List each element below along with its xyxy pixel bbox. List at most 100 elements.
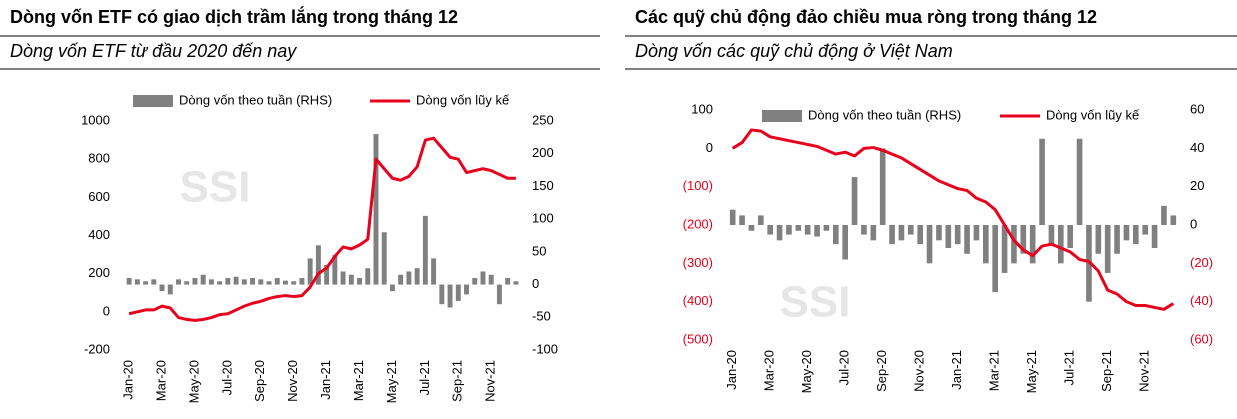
bar [200, 274, 206, 285]
legend-label: Dòng vốn theo tuần (RHS) [179, 92, 332, 107]
y2ticks-label: 250 [532, 112, 554, 127]
yticks-label: 0 [103, 303, 110, 318]
yticks-label: 100 [691, 101, 713, 116]
yticks-label: (400) [683, 293, 713, 308]
x-tick-label: Mar-20 [153, 360, 168, 401]
bar [870, 225, 877, 241]
x-tick-label: Nov-20 [912, 350, 927, 392]
bar [1067, 225, 1073, 248]
chart-subtitle: Dòng vốn ETF từ đầu 2020 đến nay [10, 41, 297, 61]
bar [505, 278, 511, 285]
bar [879, 148, 886, 225]
bar [167, 284, 173, 295]
y2ticks-label: 0 [532, 276, 539, 291]
watermark: SSI [780, 278, 851, 327]
x-tick-label: May-21 [384, 360, 399, 403]
y2ticks-label: 50 [532, 243, 546, 258]
chart-title: Dòng vốn ETF có giao dịch trầm lắng tron… [10, 6, 458, 27]
yticks-label: 200 [88, 265, 110, 280]
bar [1142, 225, 1148, 235]
x-tick-label: Jan-20 [724, 350, 739, 390]
chart-subtitle: Dòng vốn các quỹ chủ động ở Việt Nam [635, 41, 953, 61]
bar [823, 225, 830, 231]
bar [291, 281, 297, 285]
yticks-label: (500) [683, 331, 713, 346]
bar [307, 258, 313, 285]
bar [274, 278, 280, 285]
x-tick-label: Jul-20 [837, 350, 852, 385]
x-tick-label: Jul-20 [219, 360, 234, 395]
bar [192, 278, 198, 285]
bar [315, 245, 321, 285]
bar [908, 225, 914, 235]
x-tick-label: Sep-21 [450, 360, 465, 402]
bar [266, 281, 272, 285]
bar [389, 284, 395, 292]
yticks-label: 400 [88, 227, 110, 242]
yticks-label: (300) [683, 255, 713, 270]
bar [917, 225, 923, 245]
y2ticks-label: 40 [1190, 140, 1204, 155]
y2ticks-label: -100 [532, 341, 558, 356]
bar [954, 225, 961, 245]
bar [767, 225, 773, 235]
bar [1058, 225, 1064, 264]
bar [1011, 225, 1017, 264]
watermark: SSI [180, 163, 251, 212]
bar [1133, 225, 1139, 245]
bar [496, 284, 502, 305]
x-tick-label: Jan-21 [949, 350, 964, 390]
yticks-label: (200) [683, 216, 713, 231]
bar [184, 281, 190, 285]
bar [332, 255, 338, 285]
x-tick-label: May-20 [186, 360, 201, 403]
bar [464, 284, 469, 295]
bar [472, 278, 478, 285]
bar [1029, 225, 1036, 264]
bar [208, 279, 214, 285]
yticks-label: 0 [706, 140, 713, 155]
x-tick-label: Jul-21 [1062, 350, 1077, 385]
yticks-label: 1000 [81, 112, 110, 127]
bar [488, 274, 494, 285]
bar [373, 134, 379, 285]
bar [842, 225, 848, 260]
bar [439, 284, 445, 305]
bar [134, 279, 140, 285]
bar [365, 268, 371, 285]
bar [1048, 225, 1055, 245]
bar [786, 225, 792, 235]
bar [804, 225, 811, 235]
y2ticks-label: 200 [532, 145, 554, 160]
bar [431, 258, 437, 285]
bar [814, 225, 820, 237]
bar [1104, 225, 1111, 273]
bar [1151, 225, 1158, 248]
bar [1123, 225, 1130, 241]
bar [758, 215, 764, 225]
x-tick-label: Jan-21 [318, 360, 333, 400]
yticks-label: (100) [683, 178, 713, 193]
line [731, 128, 1175, 311]
bar [340, 271, 346, 285]
bar [1020, 225, 1027, 254]
line [128, 136, 516, 322]
yticks-label: 600 [88, 189, 110, 204]
bar [381, 232, 387, 285]
legend-label: Dòng vốn theo tuần (RHS) [808, 107, 961, 122]
y2ticks-label: (60) [1190, 331, 1213, 346]
bar [217, 281, 223, 285]
bar [414, 268, 420, 285]
bar [776, 225, 783, 241]
bar [964, 225, 970, 254]
bar [1095, 225, 1102, 254]
bar [299, 278, 305, 285]
bar [945, 225, 952, 248]
x-tick-label: May-21 [1024, 350, 1039, 393]
bar [126, 278, 132, 285]
x-tick-label: Nov-21 [483, 360, 498, 402]
bar [143, 281, 149, 285]
bar [447, 284, 453, 308]
y2ticks-label: -50 [532, 309, 551, 324]
x-tick-label: Mar-20 [762, 350, 777, 391]
